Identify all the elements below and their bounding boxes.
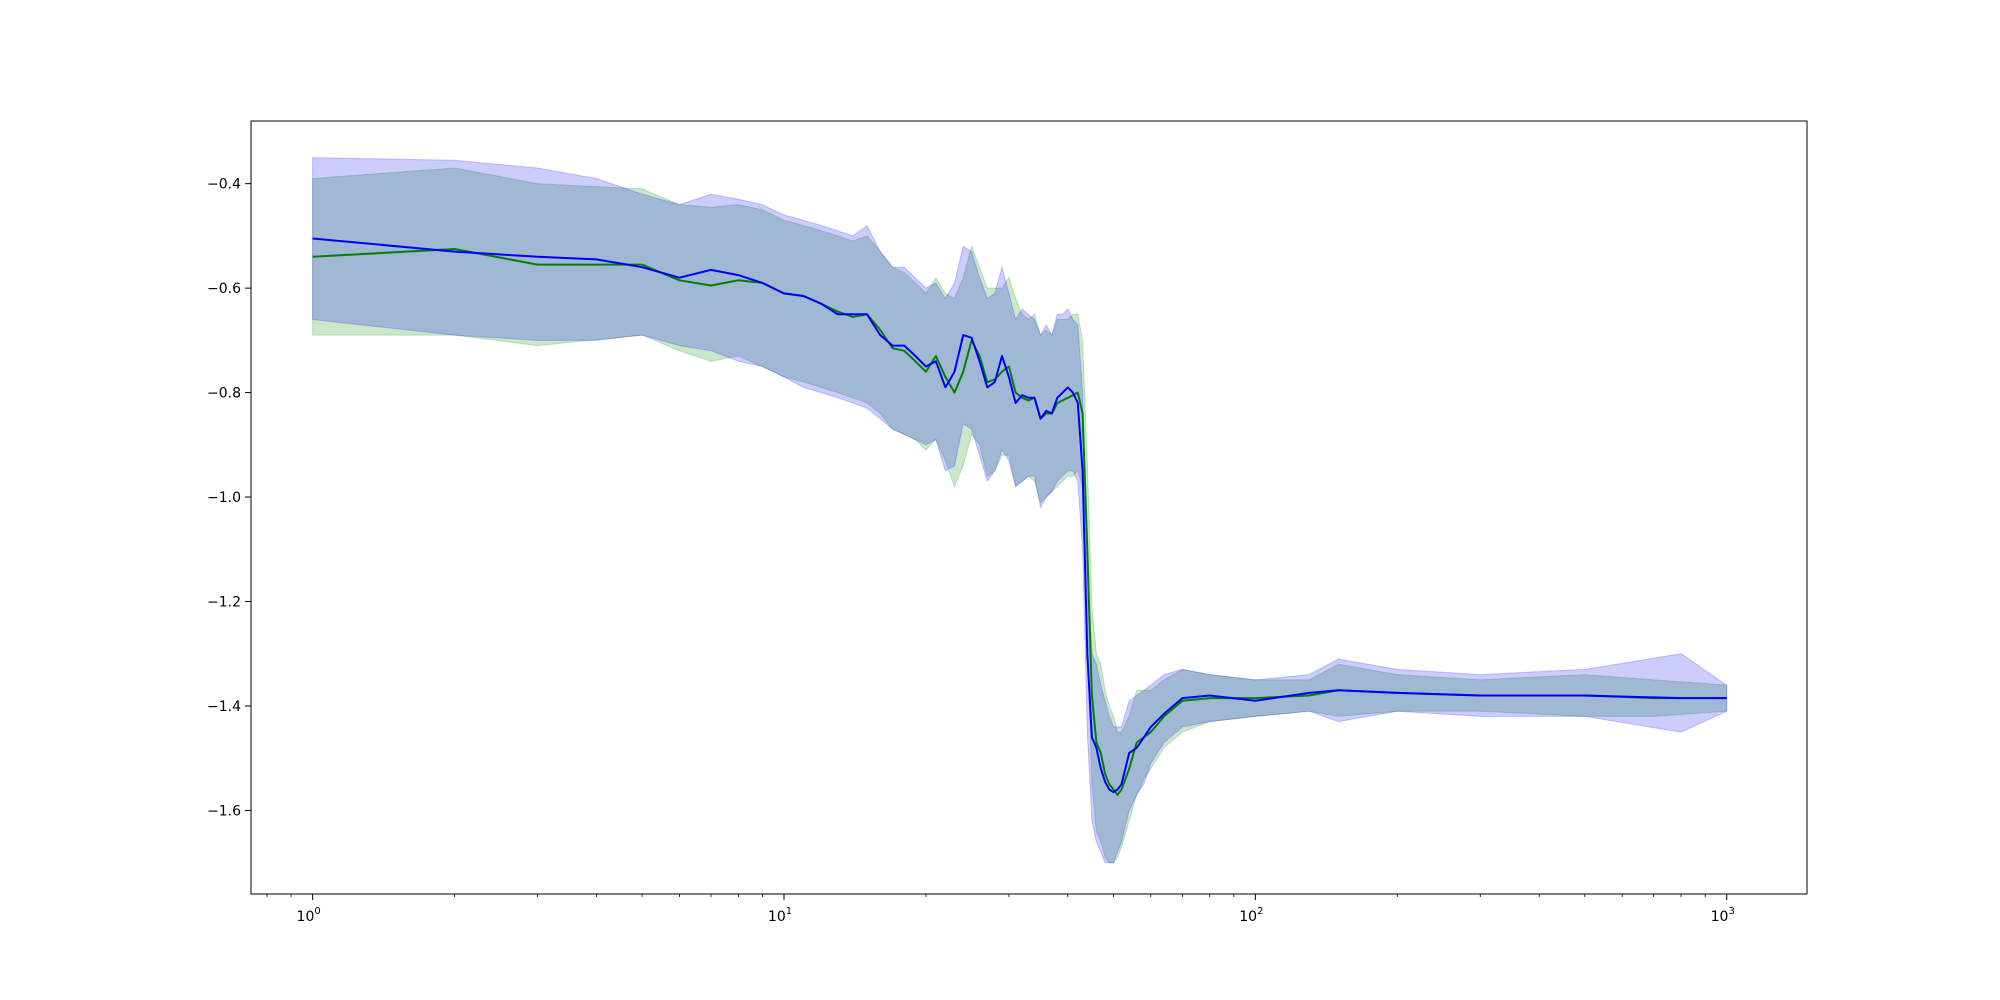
- series-2-band: [312, 157, 1728, 864]
- y-axis: −0.4 −0.6 −0.8 −1.0 −1.2 −1.4 −1.6: [207, 177, 251, 819]
- y-tick-label: −1.0: [207, 490, 241, 506]
- axes-frame: [250, 120, 1808, 895]
- y-tick-label: −1.4: [207, 699, 241, 715]
- y-tick-label: −0.4: [207, 177, 241, 193]
- series-1-band: [312, 167, 1728, 864]
- y-tick-label: −1.2: [207, 595, 241, 611]
- y-tick-label: −0.8: [207, 386, 241, 402]
- series-2-line: [312, 237, 1727, 794]
- y-tick-label: −1.6: [207, 803, 241, 819]
- plot-area: [312, 157, 1728, 864]
- y-tick-label: −0.6: [207, 281, 241, 297]
- confidence-bands: [312, 157, 1728, 864]
- series-lines: [312, 237, 1727, 796]
